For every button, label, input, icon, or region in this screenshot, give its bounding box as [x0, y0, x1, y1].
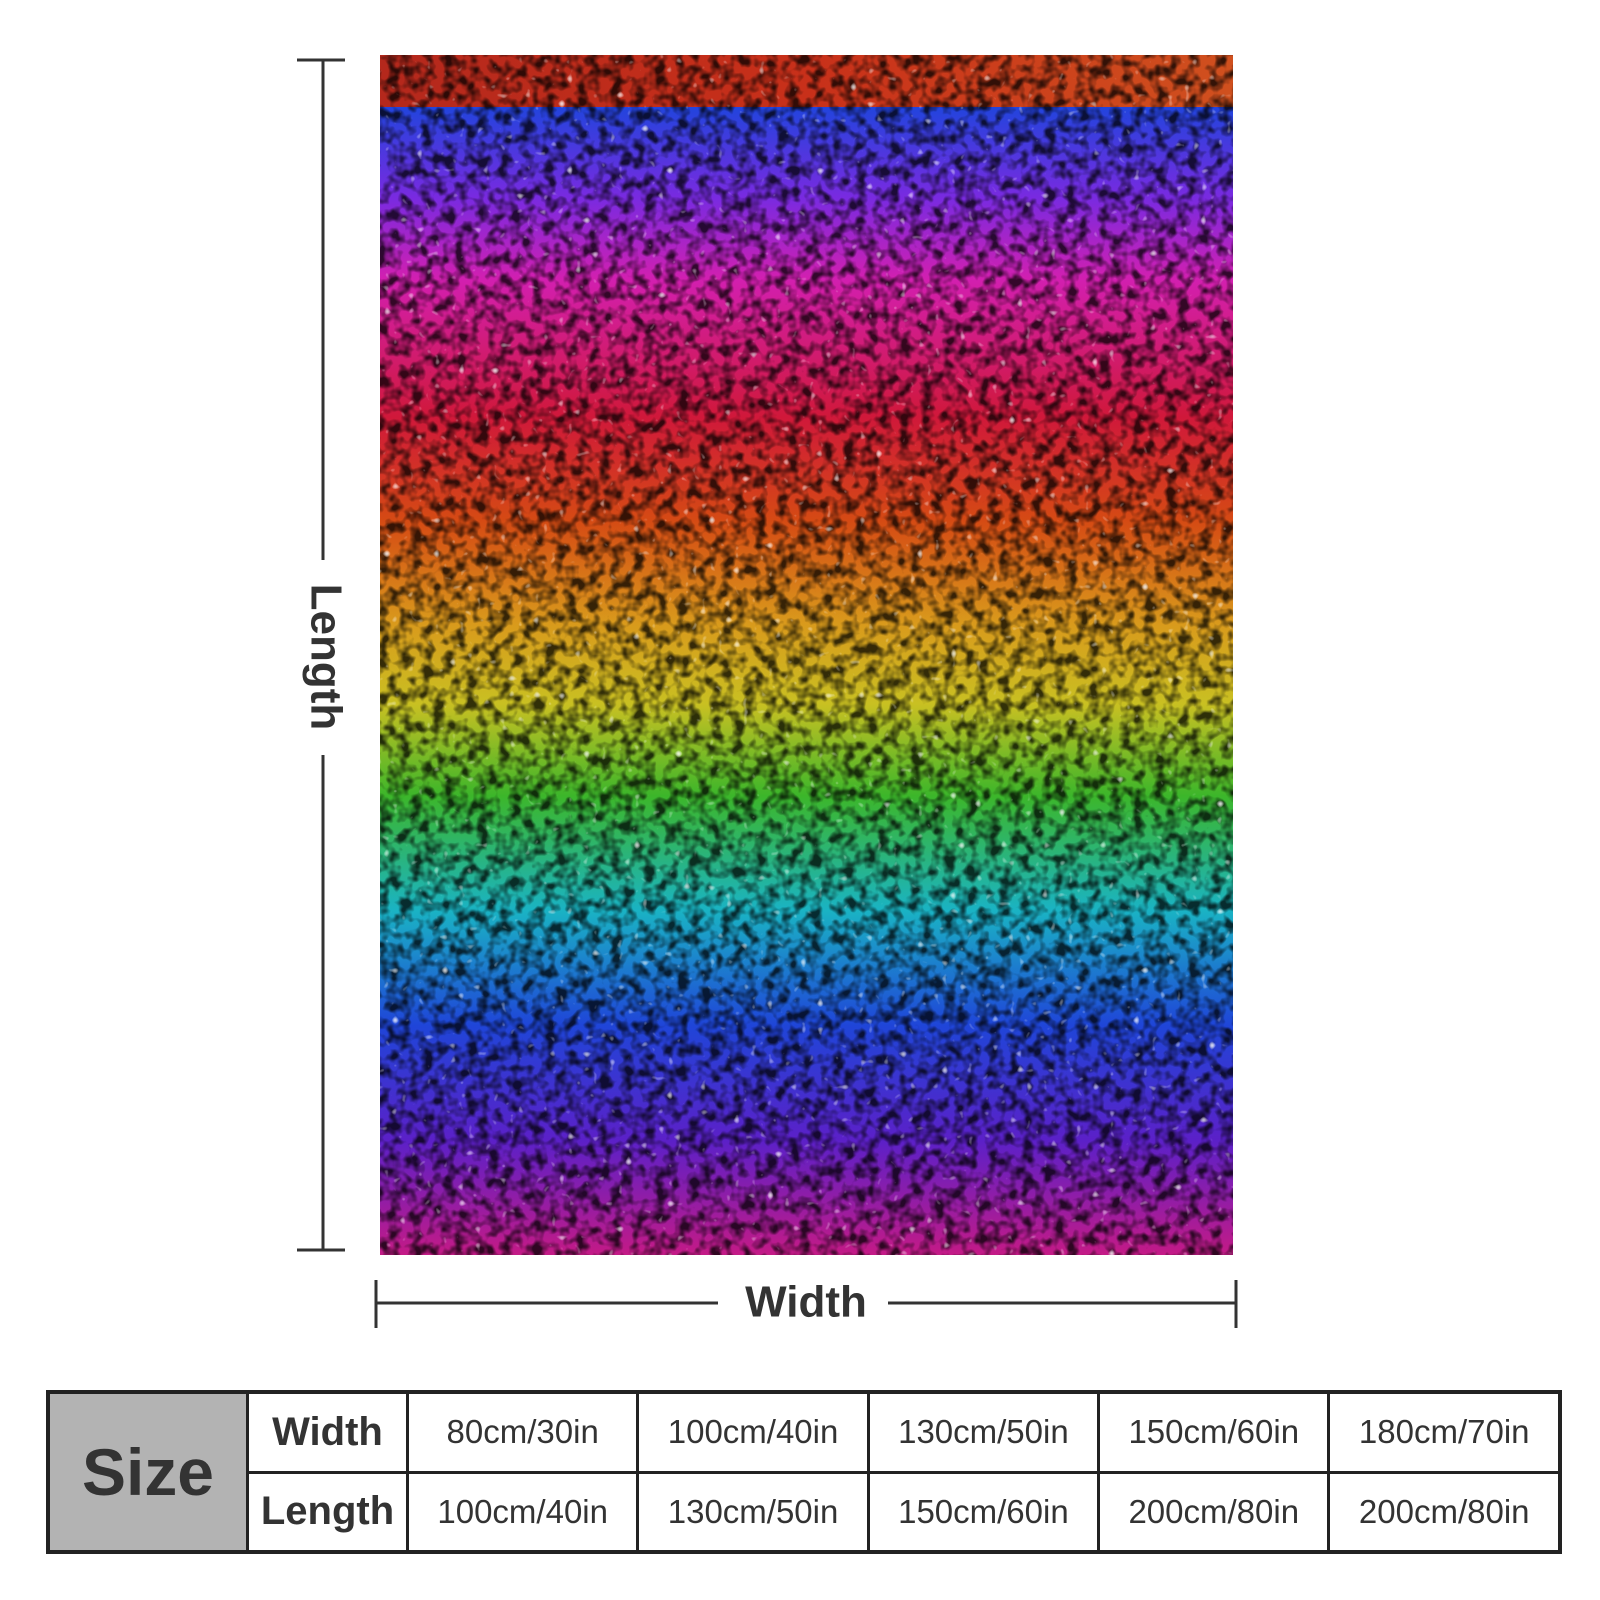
row-label: Length	[246, 1470, 409, 1554]
size-header: Size	[46, 1390, 249, 1554]
cell: 100cm/40in	[405, 1470, 640, 1554]
width-arrow	[374, 1280, 1238, 1328]
cell: 150cm/60in	[1097, 1390, 1331, 1474]
size-table: Size Width 80cm/30in 100cm/40in 130cm/50…	[46, 1390, 1562, 1554]
length-label: Length	[301, 584, 350, 731]
blanket	[380, 55, 1233, 1255]
product-illustration: Length Width	[297, 55, 1238, 1328]
cell: 150cm/60in	[866, 1470, 1101, 1554]
cell: 100cm/40in	[636, 1390, 870, 1474]
length-arrow	[297, 58, 345, 1252]
row-label: Width	[246, 1390, 409, 1474]
table-row: Size Width 80cm/30in 100cm/40in 130cm/50…	[46, 1390, 1562, 1554]
cell: 200cm/80in	[1327, 1470, 1562, 1554]
table-row: Length 100cm/40in 130cm/50in 150cm/60in …	[48, 1470, 1562, 1554]
cell: 130cm/50in	[636, 1470, 870, 1554]
cell: 130cm/50in	[866, 1390, 1101, 1474]
cell: 200cm/80in	[1097, 1470, 1331, 1554]
cell: 80cm/30in	[405, 1390, 640, 1474]
cell: 180cm/70in	[1327, 1390, 1562, 1474]
width-label: Width	[745, 1278, 867, 1327]
